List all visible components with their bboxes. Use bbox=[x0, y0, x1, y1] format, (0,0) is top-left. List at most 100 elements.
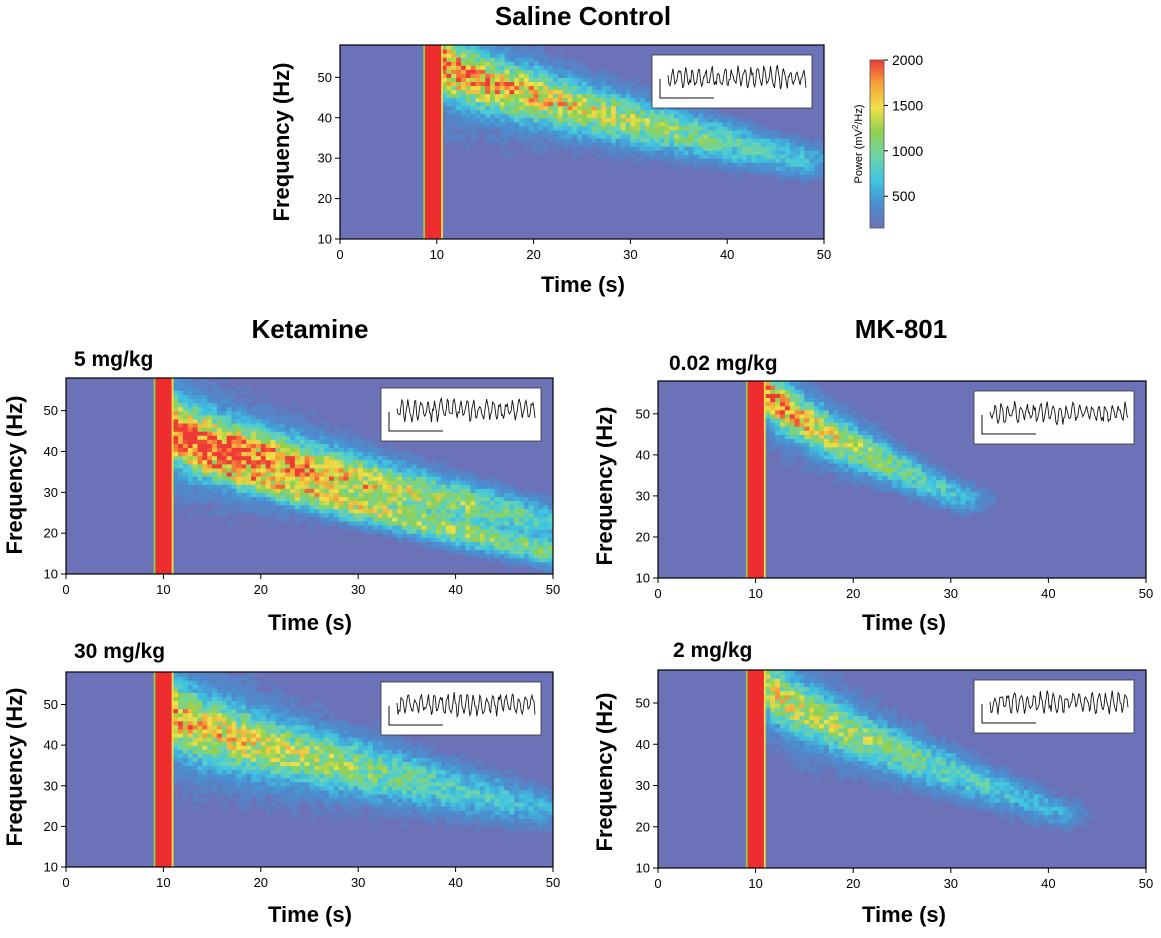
colorbar-tick-label: 1500 bbox=[892, 97, 923, 113]
x-tick-label: 50 bbox=[1139, 586, 1153, 601]
y-tick-label: 30 bbox=[636, 488, 650, 503]
inset-trace-box bbox=[651, 54, 813, 109]
colorbar-gradient bbox=[869, 59, 885, 229]
x-tick-label: 40 bbox=[1041, 586, 1055, 601]
inset-trace bbox=[651, 54, 813, 109]
y-tick-label: 20 bbox=[44, 526, 58, 541]
colorbar-label: Power (mV2/Hz) bbox=[851, 104, 865, 183]
panel-mk801-002-xlabel: Time (s) bbox=[862, 610, 946, 635]
y-tick-label: 20 bbox=[44, 819, 58, 834]
x-tick-label: 10 bbox=[156, 582, 170, 597]
x-tick-label: 50 bbox=[546, 875, 560, 890]
panel-ketamine-5-plot: 0 10 20 30 40 50 10 20 30 40 50 bbox=[44, 377, 560, 597]
x-tick-label: 20 bbox=[254, 875, 268, 890]
plot-frame bbox=[657, 669, 1147, 869]
y-tick-label: 10 bbox=[44, 860, 58, 875]
panel-mk801-2: 2 mg/kg 0 10 20 30 40 50 10 20 30 40 50 Time (s) F… bbox=[592, 639, 1153, 927]
panel-saline-xlabel: Time (s) bbox=[541, 272, 625, 297]
plot-frame bbox=[65, 671, 554, 868]
inset-trace-line bbox=[667, 64, 807, 90]
y-tick-label: 40 bbox=[636, 447, 650, 462]
inset-trace-box bbox=[380, 387, 542, 442]
x-tick-label: 20 bbox=[846, 586, 860, 601]
y-tick-label: 40 bbox=[318, 110, 332, 125]
panel-saline-title: Saline Control bbox=[495, 1, 671, 31]
inset-scale-bar bbox=[388, 411, 443, 432]
x-tick-label: 0 bbox=[654, 586, 661, 601]
panel-ketamine-5: Ketamine 5 mg/kg 0 10 20 30 40 50 10 20 30 40 50 T… bbox=[2, 314, 560, 635]
panel-ketamine-5-xlabel: Time (s) bbox=[268, 610, 352, 635]
panel-ketamine-5-dose: 5 mg/kg bbox=[74, 348, 153, 371]
inset-trace bbox=[973, 679, 1135, 734]
colorbar-label-sup: 2 bbox=[851, 124, 860, 129]
colorbar-label-main: Power (mV bbox=[853, 128, 865, 183]
panel-ketamine-title: Ketamine bbox=[251, 314, 368, 344]
y-tick-label: 30 bbox=[44, 485, 58, 500]
y-tick-label: 10 bbox=[44, 567, 58, 582]
stimulus-artifact-edge bbox=[441, 45, 443, 239]
spectrogram-cells bbox=[745, 670, 1093, 868]
y-tick-label: 10 bbox=[636, 571, 650, 586]
x-tick-label: 10 bbox=[748, 586, 762, 601]
panel-ketamine-30-dose: 30 mg/kg bbox=[74, 640, 165, 663]
y-tick-label: 30 bbox=[44, 778, 58, 793]
y-tick-label: 10 bbox=[318, 232, 332, 247]
panel-mk801-2-plot: 0 10 20 30 40 50 10 20 30 40 50 bbox=[636, 669, 1153, 891]
panel-mk801-002-dose: 0.02 mg/kg bbox=[669, 352, 778, 375]
stimulus-artifact bbox=[746, 381, 765, 578]
x-tick-label: 0 bbox=[62, 582, 69, 597]
stimulus-artifact bbox=[154, 672, 173, 867]
plot-frame bbox=[339, 44, 825, 240]
stimulus-artifact-edge bbox=[423, 45, 426, 239]
stimulus-artifact-edge bbox=[763, 670, 766, 868]
colorbar-tick-label: 500 bbox=[892, 188, 916, 204]
inset-trace-box bbox=[973, 390, 1135, 445]
stimulus-artifact-edge bbox=[153, 378, 156, 574]
panel-ketamine-30-ylabel: Frequency (Hz) bbox=[2, 688, 27, 847]
x-tick-label: 20 bbox=[254, 582, 268, 597]
x-tick-label: 30 bbox=[623, 247, 637, 262]
inset-scale-bar bbox=[659, 78, 714, 99]
stimulus-artifact-edge bbox=[745, 670, 748, 868]
spectrogram-cells bbox=[745, 381, 996, 578]
inset-trace-line bbox=[989, 690, 1129, 715]
x-tick-label: 40 bbox=[448, 875, 462, 890]
panel-mk801-2-ylabel: Frequency (Hz) bbox=[592, 693, 617, 852]
y-tick-label: 10 bbox=[636, 861, 650, 876]
stimulus-artifact-edge bbox=[763, 381, 766, 578]
y-tick-label: 50 bbox=[44, 403, 58, 418]
x-tick-label: 10 bbox=[748, 876, 762, 891]
x-tick-label: 30 bbox=[944, 586, 958, 601]
inset-scale-bar bbox=[981, 703, 1036, 724]
x-tick-label: 50 bbox=[546, 582, 560, 597]
x-tick-label: 50 bbox=[817, 247, 831, 262]
plot-frame bbox=[657, 380, 1147, 579]
inset-trace-line bbox=[989, 401, 1129, 426]
inset-trace-box bbox=[973, 679, 1135, 734]
x-tick-label: 30 bbox=[944, 876, 958, 891]
stimulus-artifact-edge bbox=[153, 672, 156, 867]
colorbar: 500 1000 1500 2000 Power (mV2/Hz) bbox=[851, 52, 923, 229]
x-tick-label: 30 bbox=[351, 582, 365, 597]
colorbar-tick-label: 2000 bbox=[892, 52, 923, 68]
plot-frame bbox=[65, 377, 554, 575]
colorbar-label-end: /Hz) bbox=[853, 104, 865, 124]
x-tick-label: 40 bbox=[448, 582, 462, 597]
panel-saline-ylabel: Frequency (Hz) bbox=[269, 63, 294, 222]
stimulus-artifact bbox=[424, 45, 442, 239]
x-tick-label: 50 bbox=[1139, 876, 1153, 891]
x-tick-label: 40 bbox=[1041, 876, 1055, 891]
x-tick-label: 20 bbox=[846, 876, 860, 891]
x-tick-label: 40 bbox=[720, 247, 734, 262]
x-tick-label: 20 bbox=[526, 247, 540, 262]
y-tick-label: 40 bbox=[636, 737, 650, 752]
panel-mk801-2-xlabel: Time (s) bbox=[862, 902, 946, 927]
panel-mk801-002-plot: 0 10 20 30 40 50 10 20 30 40 50 bbox=[636, 380, 1153, 601]
y-tick-label: 50 bbox=[318, 70, 332, 85]
colorbar-tick-label: 1000 bbox=[892, 143, 923, 159]
panel-ketamine-5-ylabel: Frequency (Hz) bbox=[2, 396, 27, 555]
stimulus-artifact bbox=[154, 378, 173, 574]
x-tick-label: 0 bbox=[654, 876, 661, 891]
inset-trace-line bbox=[396, 396, 536, 423]
x-tick-label: 10 bbox=[156, 875, 170, 890]
